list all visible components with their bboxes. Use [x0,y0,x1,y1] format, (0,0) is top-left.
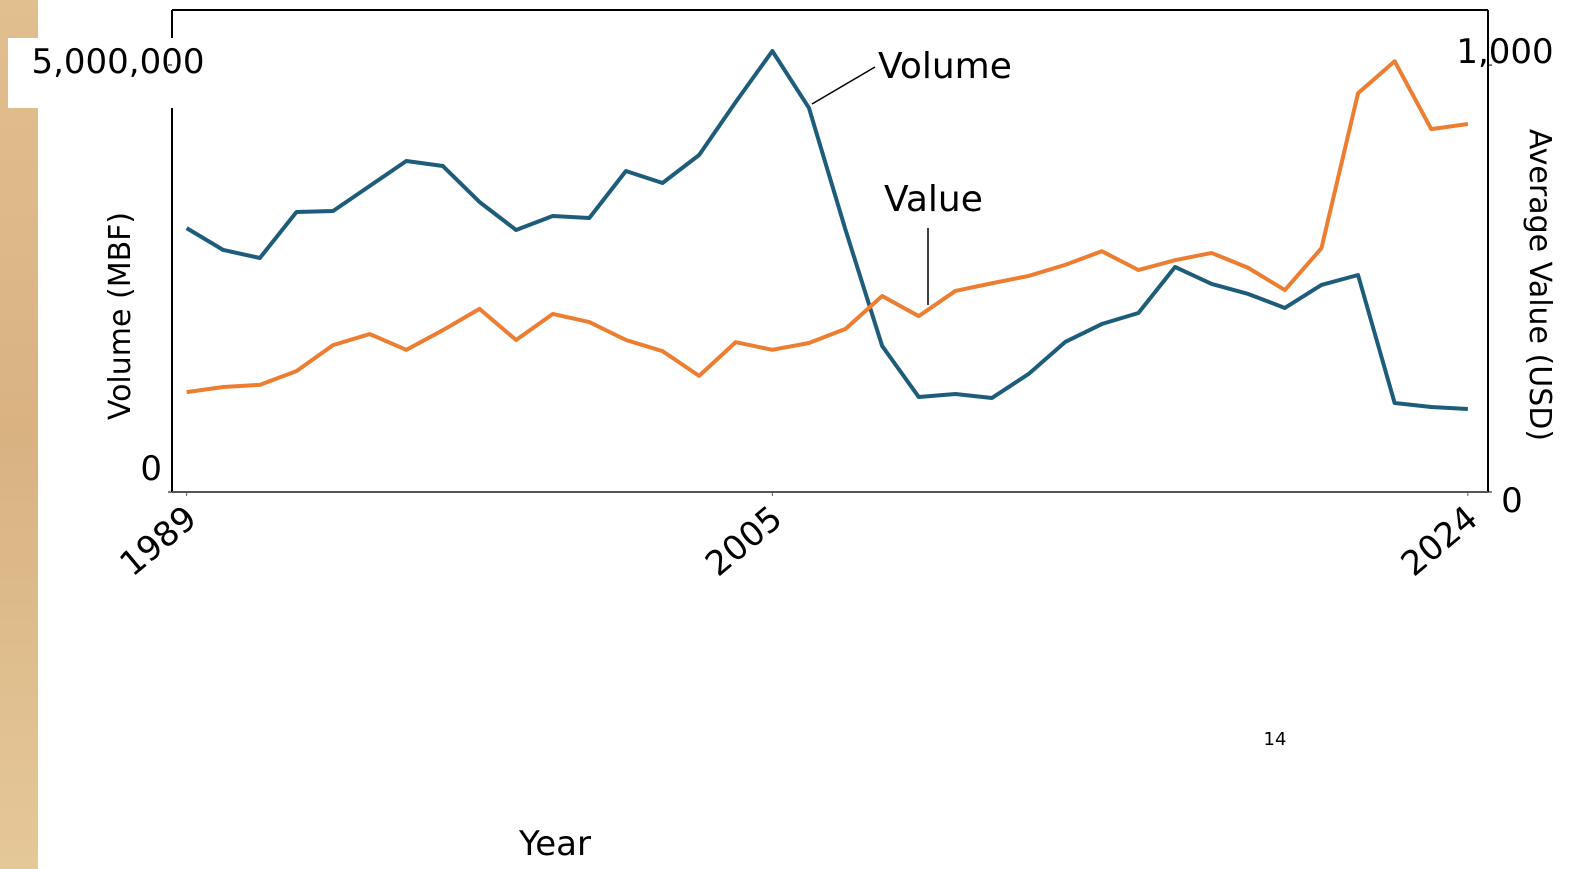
y2-axis-title: Average Value (USD) [1522,129,1557,441]
wood-strip [0,0,38,869]
x-tick-label: 2024 [1394,498,1486,584]
series-annotation: Volume [878,46,1012,87]
series-line [185,48,1468,411]
x-tick-label: 2005 [698,498,790,584]
y-tick-label: 5,000,000 [31,42,204,82]
x-axis-title: Year [518,824,591,864]
series-line [186,59,1469,395]
page-number: 14 [1264,729,1287,750]
y-axis-title: Volume (MBF) [103,212,138,420]
series-annotation: Value [884,179,983,220]
label-box [8,38,228,108]
y2-tick-label: 0 [1501,481,1523,521]
y2-tick-label: 1,000 [1456,32,1553,72]
volume-leader [811,66,876,105]
x-tick-label: 1989 [112,498,204,584]
y-tick-label: 0 [140,449,162,489]
